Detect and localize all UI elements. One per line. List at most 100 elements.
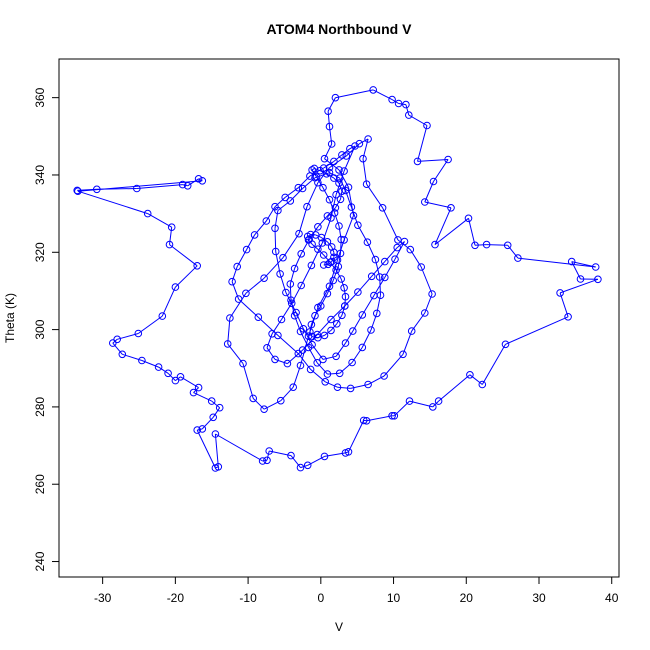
series-segment [308, 239, 313, 245]
data-point [283, 359, 292, 368]
data-point [277, 396, 285, 405]
data-point [327, 326, 335, 335]
series-segment [274, 197, 286, 208]
data-point [358, 311, 367, 319]
series-segment [77, 180, 203, 192]
data-point [421, 198, 429, 206]
y-tick-label: 240 [33, 551, 47, 571]
series-segment [277, 200, 291, 211]
data-point [378, 204, 387, 212]
series-segment [405, 104, 410, 116]
series-segment [215, 466, 219, 469]
data-point [143, 209, 152, 218]
series-segment [158, 366, 169, 374]
series-segment [351, 347, 363, 363]
data-point [348, 358, 356, 367]
plot-frame [58, 58, 620, 578]
data-point [321, 378, 330, 386]
data-point [279, 253, 287, 262]
series-segment [294, 253, 302, 269]
series-segment [417, 125, 428, 162]
data-point [134, 329, 143, 338]
data-point [287, 451, 295, 460]
data-point [73, 186, 81, 195]
series-segment [330, 323, 338, 331]
series-segment [289, 268, 296, 285]
series-segment [434, 207, 452, 245]
series-segment [242, 363, 254, 399]
data-point [262, 217, 271, 225]
data-point [167, 223, 176, 231]
series-segment [335, 342, 346, 357]
series-segment [266, 333, 273, 348]
data-point [311, 173, 319, 182]
data-point [171, 376, 180, 385]
data-point [290, 264, 299, 273]
data-point [405, 397, 414, 405]
data-point [338, 311, 346, 320]
data-point [215, 403, 224, 412]
data-point [207, 397, 216, 405]
data-point [165, 240, 174, 249]
series-segment [322, 355, 337, 360]
series-segment [362, 158, 368, 185]
series-segment [396, 241, 405, 248]
series-segment [424, 201, 452, 209]
data-point [364, 135, 372, 143]
data-point [423, 121, 431, 130]
series-points [73, 86, 602, 472]
series-segment [141, 360, 159, 368]
data-point [198, 425, 207, 433]
data-point [364, 380, 372, 389]
data-point [268, 330, 276, 338]
series-segment [229, 293, 247, 319]
data-point [367, 326, 375, 334]
chart-title: ATOM4 Northbound V [267, 21, 413, 37]
data-point [327, 315, 335, 324]
series-segment [366, 415, 393, 422]
data-point [330, 248, 338, 257]
data-point [277, 315, 286, 324]
data-point [359, 416, 368, 425]
data-point [331, 204, 340, 212]
data-point [373, 309, 381, 318]
data-point [189, 388, 198, 397]
data-point [335, 222, 343, 230]
series-segment [337, 253, 341, 267]
data-point [388, 412, 396, 420]
series-segment [343, 215, 354, 241]
x-tick-label: -30 [94, 591, 112, 605]
data-point [113, 335, 121, 344]
data-point [322, 170, 331, 178]
data-point [390, 412, 399, 420]
data-point [332, 266, 340, 274]
data-point [413, 157, 422, 166]
series-segment [175, 265, 198, 288]
data-point [564, 313, 572, 321]
data-point [325, 122, 334, 131]
data-point [312, 173, 321, 181]
series-segment [468, 218, 476, 246]
data-point [330, 174, 338, 182]
series-segment [417, 159, 449, 162]
data-point [567, 257, 576, 266]
series-segment [334, 212, 340, 227]
series-segment [231, 281, 240, 300]
data-point [265, 447, 274, 455]
series-segment [294, 315, 301, 332]
data-point [314, 223, 322, 231]
data-point [429, 177, 438, 186]
x-axis: -30 -20 -10 0 10 20 30 40 [94, 576, 619, 605]
series-segment [348, 420, 365, 453]
series-segment [367, 375, 385, 385]
data-point [417, 263, 426, 271]
x-axis-label: V [335, 620, 343, 634]
data-point [314, 245, 322, 253]
data-point [310, 164, 319, 173]
data-point [501, 340, 510, 349]
x-tick-label: 30 [532, 591, 546, 605]
x-tick-label: 10 [387, 591, 401, 605]
series-segment [227, 343, 244, 364]
data-point [242, 245, 251, 254]
data-point [239, 359, 247, 368]
